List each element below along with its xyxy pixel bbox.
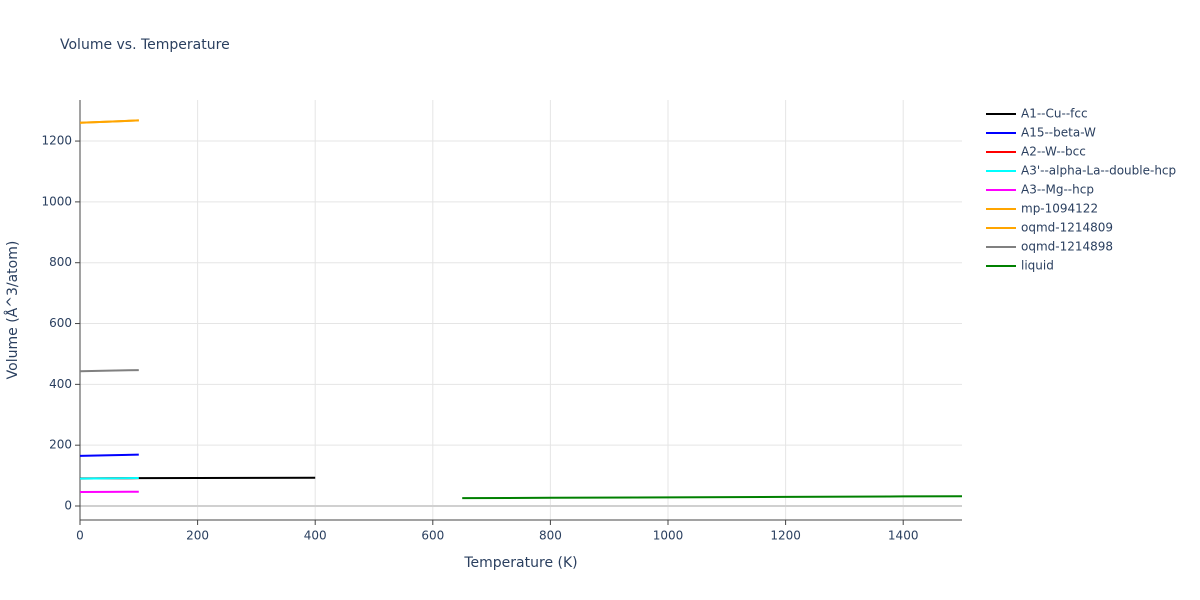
legend-label: A15--beta-W — [1021, 126, 1096, 140]
legend-label: A2--W--bcc — [1021, 145, 1086, 159]
series-line — [79, 453, 139, 457]
x-tick-label: 1200 — [770, 529, 801, 543]
legend-label: mp-1094122 — [1021, 202, 1098, 216]
x-tick-label: 200 — [186, 529, 209, 543]
y-tick-label: 1000 — [41, 194, 72, 208]
series-line — [462, 495, 963, 500]
y-tick-label: 400 — [49, 377, 72, 391]
x-tick-label: 600 — [421, 529, 444, 543]
x-tick-label: 400 — [304, 529, 327, 543]
series-line — [79, 369, 139, 373]
y-tick-label: 0 — [64, 499, 72, 513]
x-tick-label: 0 — [76, 529, 84, 543]
legend-label: liquid — [1021, 259, 1054, 273]
x-tick-label: 800 — [539, 529, 562, 543]
legend-label: oqmd-1214809 — [1021, 221, 1113, 235]
legend-label: A3'--alpha-La--double-hcp — [1021, 164, 1176, 178]
y-tick-label: 800 — [49, 255, 72, 269]
y-tick-label: 200 — [49, 438, 72, 452]
x-tick-label: 1000 — [653, 529, 684, 543]
legend-label: A1--Cu--fcc — [1021, 107, 1088, 121]
x-tick-label: 1400 — [888, 529, 919, 543]
series-line — [79, 119, 139, 124]
y-axis-title: Volume (Å^3/atom) — [4, 241, 21, 380]
chart-title: Volume vs. Temperature — [60, 37, 230, 53]
x-axis-title: Temperature (K) — [463, 555, 577, 571]
legend-label: A3--Mg--hcp — [1021, 183, 1094, 197]
series-line — [79, 477, 139, 480]
y-tick-label: 600 — [49, 316, 72, 330]
legend-label: oqmd-1214898 — [1021, 240, 1113, 254]
y-tick-label: 1200 — [41, 134, 72, 148]
